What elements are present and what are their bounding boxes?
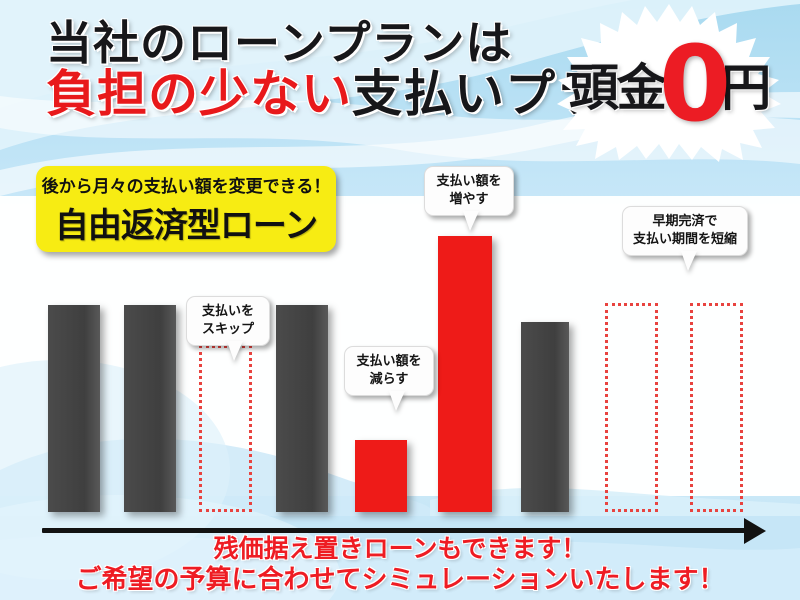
badge-text-wrapper: 頭金 0 円 (540, 2, 798, 162)
callout-shorten-line-2: 支払い期間を短縮 (632, 232, 737, 247)
free-repayment-loan-box: 後から月々の支払い額を変更できる！ 自由返済型ローン (36, 166, 336, 252)
callout-increase-payment: 支払い額を 増やす (424, 166, 514, 231)
badge-suffix: 円 (721, 59, 771, 117)
headline: 当社のローンプランは 負担の少ない支払いプラン (46, 16, 657, 120)
chart-bar-6-solid-red (438, 236, 492, 512)
chart-bar-5-solid-red (355, 440, 407, 512)
callout-decrease-tail-icon (389, 391, 405, 411)
callout-increase-line-1: 支払い額を (436, 174, 502, 190)
callout-decrease-line-1: 支払い額を (356, 354, 422, 370)
footer-line-1: 残価据え置きローンもできます！ (213, 534, 587, 563)
chart-bar-3-dotted (199, 345, 252, 512)
callout-increase-line-2: 増やす (449, 192, 489, 207)
callout-increase-tail-icon (463, 211, 479, 231)
callout-decrease-line-2: 減らす (369, 372, 409, 387)
footer-line-2: ご希望の予算に合わせてシミュレーションいたします！ (75, 564, 725, 595)
headline-line-1: 当社のローンプランは (46, 16, 513, 70)
callout-shorten-period: 早期完済で 支払い期間を短縮 (622, 206, 748, 271)
zero-down-payment-badge: 頭金 0 円 (540, 2, 798, 162)
callout-decrease-payment: 支払い額を 減らす (344, 346, 434, 411)
yellow-box-line-2: 自由返済型ローン (54, 205, 318, 246)
callout-skip-tail-icon (227, 341, 243, 361)
callout-skip-line-1: 支払いを (201, 304, 254, 320)
chart-bar-4-solid-gray (276, 305, 328, 512)
badge-prefix: 頭金 (568, 59, 667, 117)
axis-line (42, 528, 757, 533)
footer-message: 残価据え置きローンもできます！ ご希望の予算に合わせてシミュレーションいたします… (0, 534, 800, 596)
chart-bar-7-solid-gray (521, 322, 569, 512)
badge-amount: 0 (658, 23, 731, 145)
callout-skip-payment: 支払いを スキップ (186, 296, 270, 361)
yellow-box-line-1: 後から月々の支払い額を変更できる！ (41, 176, 331, 197)
chart-bar-2-solid-gray (124, 305, 176, 512)
headline-line-2: 負担の少ない支払いプラン (46, 68, 657, 120)
chart-bar-1-solid-gray (48, 305, 100, 512)
starburst-shape-icon (557, 4, 781, 162)
axis-arrow-icon (744, 518, 766, 544)
headline-line-2-red: 負担の少ない (46, 64, 352, 123)
callout-skip-line-2: スキップ (201, 322, 254, 337)
callout-shorten-line-1: 早期完済で (652, 214, 718, 230)
callout-shorten-tail-icon (681, 251, 697, 271)
chart-bar-8-dotted (605, 303, 658, 512)
chart-bar-9-dotted (690, 303, 743, 512)
